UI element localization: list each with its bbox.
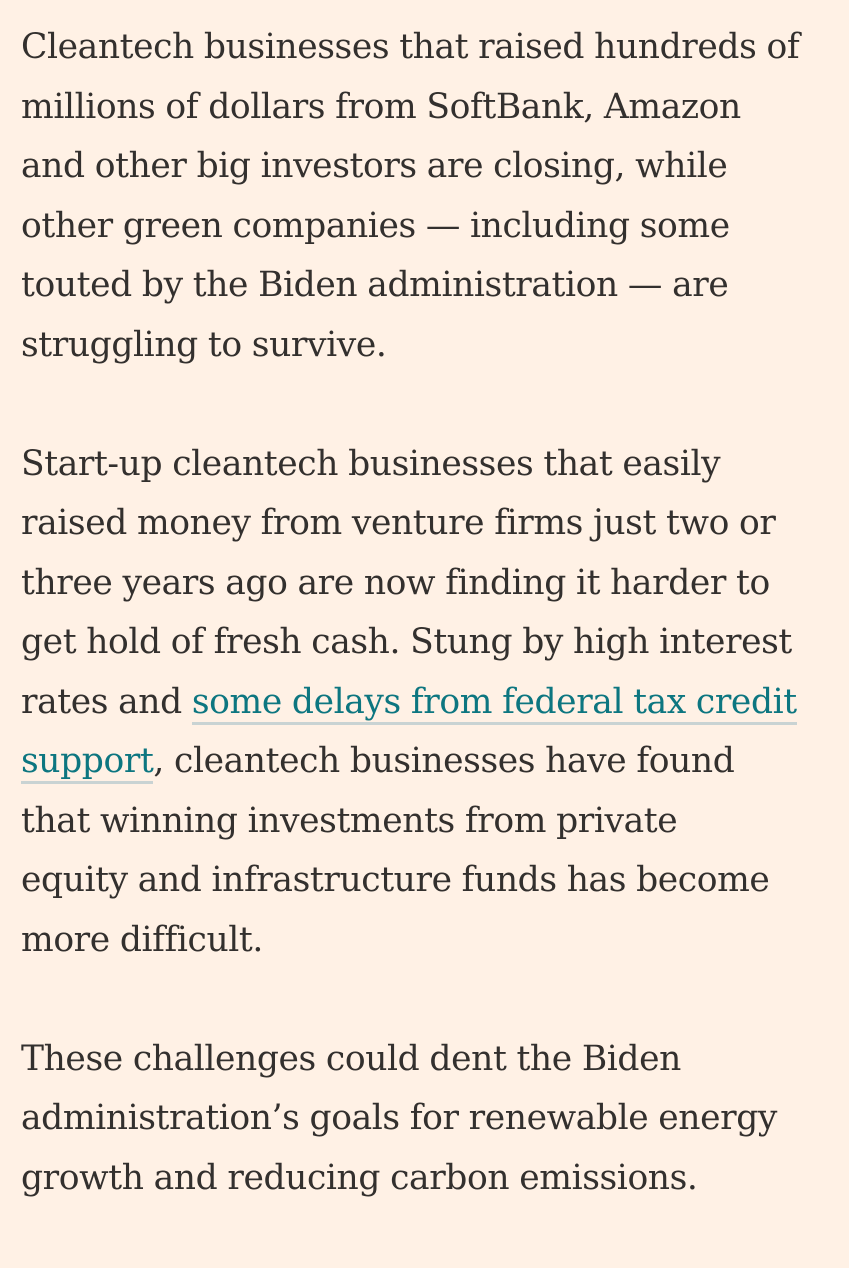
text-line: Cleantech businesses that raised hundred… (21, 27, 800, 67)
text-line: other green companies — including some (21, 205, 730, 246)
tax-credit-delays-link-continued[interactable]: support (21, 741, 154, 784)
tax-credit-delays-link[interactable]: some delays from federal tax credit (191, 681, 797, 725)
text-line: get hold of fresh cash. Stung by high in… (21, 622, 792, 662)
text-line: raised money from venture firms just two… (21, 503, 776, 543)
text-line: millions of dollars from SoftBank, Amazo… (21, 86, 741, 127)
text-line: support, cleantech businesses have found (21, 732, 836, 792)
text-line: rates and some delays from federal tax c… (21, 673, 836, 733)
link-line-suffix: , cleantech businesses have found (153, 741, 735, 781)
text-line: that winning investments from private (21, 800, 678, 841)
text-line: three years ago are now finding it harde… (21, 562, 770, 603)
paragraph-startup-funding: Start-up cleantech businesses that easil… (21, 435, 836, 971)
text-line: struggling to survive. (21, 324, 387, 365)
text-line: and other big investors are closing, whi… (21, 146, 728, 186)
text-line: more difficult. (21, 919, 263, 960)
text-line: Start-up cleantech businesses that easil… (21, 443, 721, 484)
link-line-prefix: rates and (21, 681, 192, 722)
article-body: Cleantech businesses that raised hundred… (21, 18, 836, 1268)
text-line: equity and infrastructure funds has beco… (21, 860, 770, 900)
paragraph-biden-goals: These challenges could dent the Biden ad… (21, 1030, 836, 1209)
text-line: administration’s goals for renewable ene… (21, 1098, 778, 1138)
text-line: These challenges could dent the Biden (21, 1038, 681, 1079)
paragraph-cleantech-closing: Cleantech businesses that raised hundred… (21, 18, 836, 375)
text-line: growth and reducing carbon emissions. (21, 1157, 698, 1198)
text-line: touted by the Biden administration — are (21, 265, 729, 305)
